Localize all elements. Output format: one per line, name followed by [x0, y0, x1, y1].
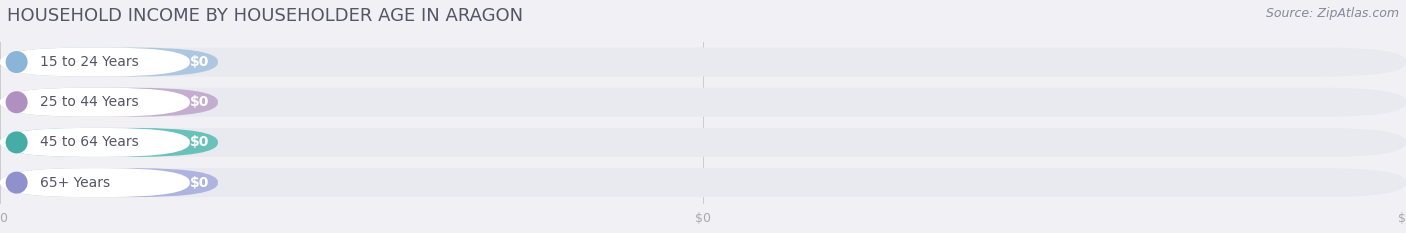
FancyBboxPatch shape [0, 128, 1406, 157]
Text: $0: $0 [190, 95, 209, 109]
Text: 25 to 44 Years: 25 to 44 Years [41, 95, 139, 109]
Text: $0: $0 [190, 176, 209, 190]
FancyBboxPatch shape [0, 88, 1406, 117]
Text: 15 to 24 Years: 15 to 24 Years [41, 55, 139, 69]
Ellipse shape [6, 91, 28, 113]
FancyBboxPatch shape [0, 168, 218, 197]
FancyBboxPatch shape [0, 48, 218, 76]
Text: $0: $0 [190, 135, 209, 149]
FancyBboxPatch shape [0, 168, 190, 197]
FancyBboxPatch shape [0, 88, 218, 117]
FancyBboxPatch shape [0, 48, 1406, 76]
Text: $0: $0 [1398, 212, 1406, 225]
Ellipse shape [6, 131, 28, 153]
Text: HOUSEHOLD INCOME BY HOUSEHOLDER AGE IN ARAGON: HOUSEHOLD INCOME BY HOUSEHOLDER AGE IN A… [7, 7, 523, 25]
Text: 45 to 64 Years: 45 to 64 Years [41, 135, 139, 149]
FancyBboxPatch shape [0, 168, 1406, 197]
Text: Source: ZipAtlas.com: Source: ZipAtlas.com [1265, 7, 1399, 20]
FancyBboxPatch shape [0, 128, 218, 157]
Text: $0: $0 [190, 55, 209, 69]
Ellipse shape [6, 172, 28, 194]
FancyBboxPatch shape [0, 48, 190, 76]
Text: $0: $0 [695, 212, 711, 225]
Text: $0: $0 [0, 212, 8, 225]
Ellipse shape [6, 51, 28, 73]
FancyBboxPatch shape [0, 128, 190, 157]
FancyBboxPatch shape [0, 88, 190, 117]
Text: 65+ Years: 65+ Years [41, 176, 111, 190]
